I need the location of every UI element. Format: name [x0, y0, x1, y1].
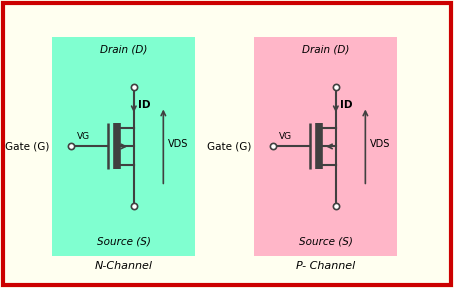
- Bar: [52, 37, 195, 256]
- Text: N-Channel: N-Channel: [95, 262, 153, 271]
- Text: Gate (G): Gate (G): [5, 141, 49, 151]
- Text: Drain (D): Drain (D): [100, 45, 148, 55]
- Text: VDS: VDS: [168, 139, 188, 149]
- Text: ID: ID: [340, 100, 353, 110]
- Text: VG: VG: [279, 132, 292, 141]
- Text: Gate (G): Gate (G): [207, 141, 252, 151]
- Text: Source (S): Source (S): [97, 236, 151, 246]
- Text: ID: ID: [138, 100, 151, 110]
- Text: P- Channel: P- Channel: [296, 262, 355, 271]
- Text: Drain (D): Drain (D): [302, 45, 350, 55]
- Bar: [254, 37, 397, 256]
- Text: Source (S): Source (S): [299, 236, 353, 246]
- Text: VG: VG: [77, 132, 90, 141]
- Text: VDS: VDS: [370, 139, 390, 149]
